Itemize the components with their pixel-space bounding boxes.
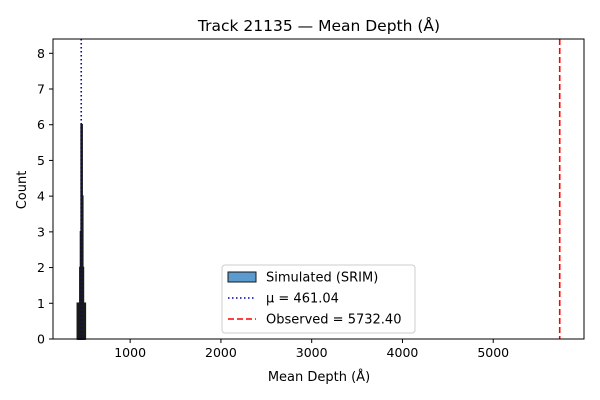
y-tick-label: 2 bbox=[37, 260, 45, 275]
x-tick-label: 1000 bbox=[114, 345, 146, 360]
legend-label: Simulated (SRIM) bbox=[266, 271, 378, 286]
axes-frame bbox=[52, 38, 585, 340]
chart-title: Track 21135 — Mean Depth (Å) bbox=[197, 16, 440, 35]
y-tick-label: 3 bbox=[37, 224, 45, 239]
y-tick-label: 5 bbox=[37, 153, 45, 168]
x-tick-label: 3000 bbox=[296, 345, 328, 360]
x-tick-label: 5000 bbox=[477, 345, 509, 360]
legend-box bbox=[221, 264, 416, 334]
x-axis-ticks: 1000 2000 3000 4000 5000 bbox=[114, 339, 509, 360]
y-tick-label: 4 bbox=[37, 189, 45, 204]
x-axis-label: Mean Depth (Å) bbox=[268, 369, 370, 385]
x-tick-label: 2000 bbox=[205, 345, 237, 360]
reference-lines bbox=[80, 39, 561, 339]
y-tick-label: 8 bbox=[37, 46, 45, 61]
y-tick-label: 0 bbox=[37, 332, 45, 347]
y-axis-label: Count bbox=[15, 171, 30, 210]
legend: Simulated (SRIM) μ = 461.04 Observed = 573… bbox=[221, 264, 416, 334]
y-axis-ticks: 0 1 2 3 4 5 6 7 8 bbox=[37, 46, 53, 347]
y-tick-label: 7 bbox=[37, 82, 45, 97]
legend-label: Observed = 5732.40 bbox=[266, 313, 401, 328]
y-tick-label: 6 bbox=[37, 117, 45, 132]
y-tick-label: 1 bbox=[37, 296, 45, 311]
legend-swatch-histogram bbox=[227, 271, 257, 283]
legend-label: μ = 461.04 bbox=[266, 292, 339, 307]
x-tick-label: 4000 bbox=[387, 345, 419, 360]
histogram-bar bbox=[83, 302, 87, 340]
